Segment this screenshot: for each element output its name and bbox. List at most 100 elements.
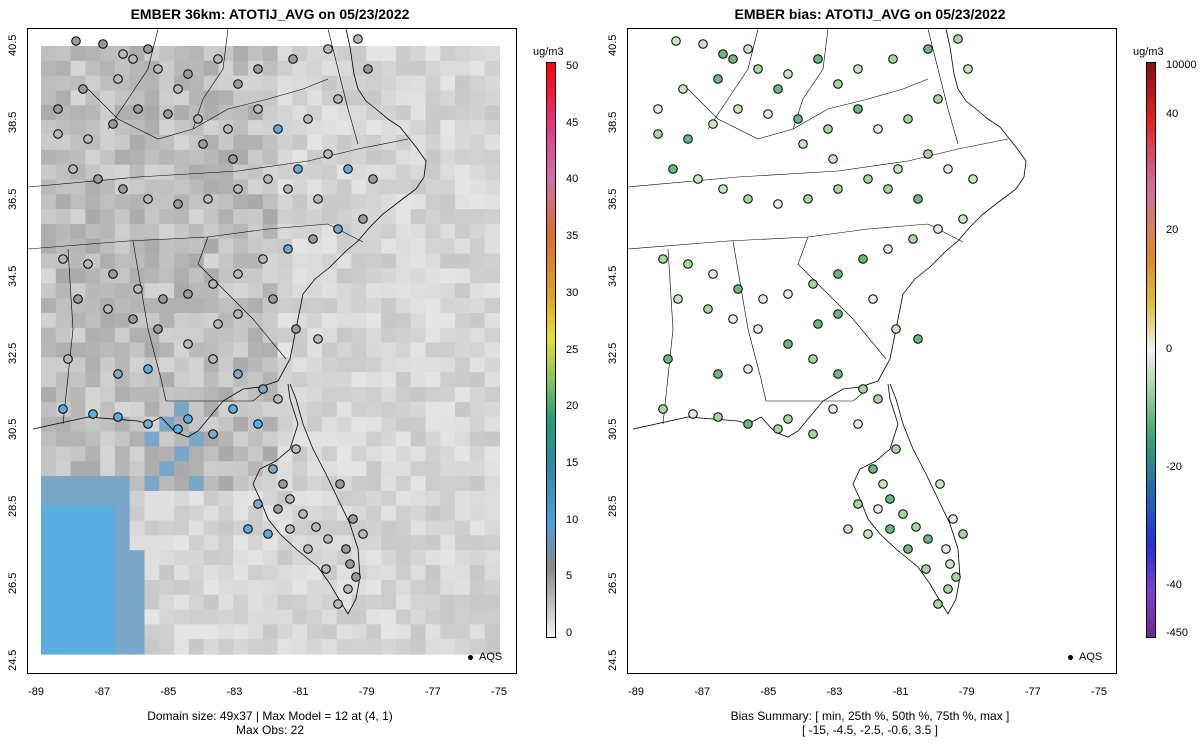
grid-cell (203, 401, 220, 418)
grid-cell (203, 535, 220, 551)
grid-cell (322, 75, 338, 92)
grid-cell (41, 550, 57, 566)
grid-cell (159, 520, 175, 536)
colorbar-tick-label: 15 (566, 456, 579, 469)
grid-cell (248, 520, 264, 536)
grid-cell (381, 120, 397, 136)
grid-cell (381, 490, 397, 507)
grid-cell (292, 179, 308, 195)
grid-cell (381, 342, 397, 358)
grid-cell (351, 579, 367, 596)
grid-cell (336, 238, 353, 255)
aqs-site-marker (103, 304, 113, 314)
aqs-site-marker (958, 214, 968, 224)
grid-cell (100, 238, 116, 255)
grid-cell (410, 327, 427, 344)
grid-cell (100, 416, 116, 433)
grid-cell (159, 75, 175, 92)
grid-cell (440, 594, 456, 611)
grid-cell (218, 372, 234, 388)
grid-cell (351, 550, 367, 566)
grid-cell (70, 579, 86, 596)
grid-cell (292, 194, 308, 210)
aqs-site-marker (703, 304, 713, 314)
aqs-site-marker (933, 599, 943, 609)
grid-cell (484, 609, 500, 625)
grid-cell (129, 342, 146, 358)
grid-cell (440, 565, 456, 581)
aqs-site-marker (198, 139, 208, 149)
grid-cell (248, 194, 264, 210)
grid-cell (159, 90, 175, 106)
grid-cell (129, 416, 146, 433)
grid-cell (85, 105, 101, 121)
grid-cell (203, 579, 220, 596)
grid-cell (41, 446, 57, 462)
grid-cell (129, 75, 146, 92)
model-grid (41, 46, 500, 655)
grid-cell (262, 149, 279, 166)
aqs-site-marker (173, 84, 183, 94)
grid-cell (381, 387, 397, 403)
grid-cell (395, 105, 412, 121)
aqs-site-marker (268, 294, 278, 304)
grid-cell (322, 312, 338, 329)
aqs-site-marker (228, 154, 238, 164)
grid-cell (233, 224, 249, 240)
grid-cell (336, 490, 353, 507)
grid-cell (188, 401, 205, 418)
grid-cell (55, 550, 72, 566)
grid-cell (292, 476, 308, 492)
grid-cell (70, 342, 86, 358)
aqs-site-marker (158, 294, 168, 304)
grid-cell (455, 327, 471, 344)
grid-cell (70, 312, 86, 329)
grid-cell (351, 238, 367, 255)
grid-cell (85, 609, 101, 625)
grid-cell (203, 75, 220, 92)
grid-cell (129, 224, 146, 240)
aqs-site-marker (258, 384, 268, 394)
grid-cell (366, 75, 382, 92)
grid-cell (292, 609, 308, 625)
grid-cell (41, 224, 57, 240)
grid-cell (144, 342, 160, 358)
grid-cell (366, 179, 382, 195)
grid-cell (203, 298, 220, 314)
grid-cell (395, 327, 412, 344)
grid-cell (174, 624, 190, 640)
grid-cell (233, 253, 249, 269)
aqs-site-marker (891, 444, 901, 454)
grid-cell (351, 179, 367, 195)
grid-cell (174, 238, 190, 255)
grid-cell (322, 298, 338, 314)
grid-cell (188, 283, 205, 299)
grid-cell (381, 46, 397, 62)
grid-cell (351, 446, 367, 462)
grid-cell (292, 372, 308, 388)
aqs-site-marker (53, 104, 63, 114)
grid-cell (440, 238, 456, 255)
grid-cell (322, 253, 338, 269)
grid-cell (203, 624, 220, 640)
grid-cell (70, 283, 86, 299)
state-border (732, 240, 767, 402)
grid-cell (100, 194, 116, 210)
grid-cell (218, 461, 234, 477)
grid-cell (307, 401, 323, 418)
grid-cell (440, 60, 456, 77)
grid-cell (395, 505, 412, 522)
grid-cell (469, 46, 486, 62)
grid-cell (484, 298, 500, 314)
grid-cell (55, 624, 72, 640)
aqs-site-marker (368, 174, 378, 184)
grid-cell (144, 594, 160, 611)
grid-cell (218, 624, 234, 640)
aqs-site-marker (118, 49, 128, 59)
grid-cell (41, 209, 57, 225)
grid-cell (366, 135, 382, 151)
grid-cell (218, 224, 234, 240)
grid-cell (188, 579, 205, 596)
aqs-site-marker (828, 404, 838, 414)
grid-cell (233, 238, 249, 255)
